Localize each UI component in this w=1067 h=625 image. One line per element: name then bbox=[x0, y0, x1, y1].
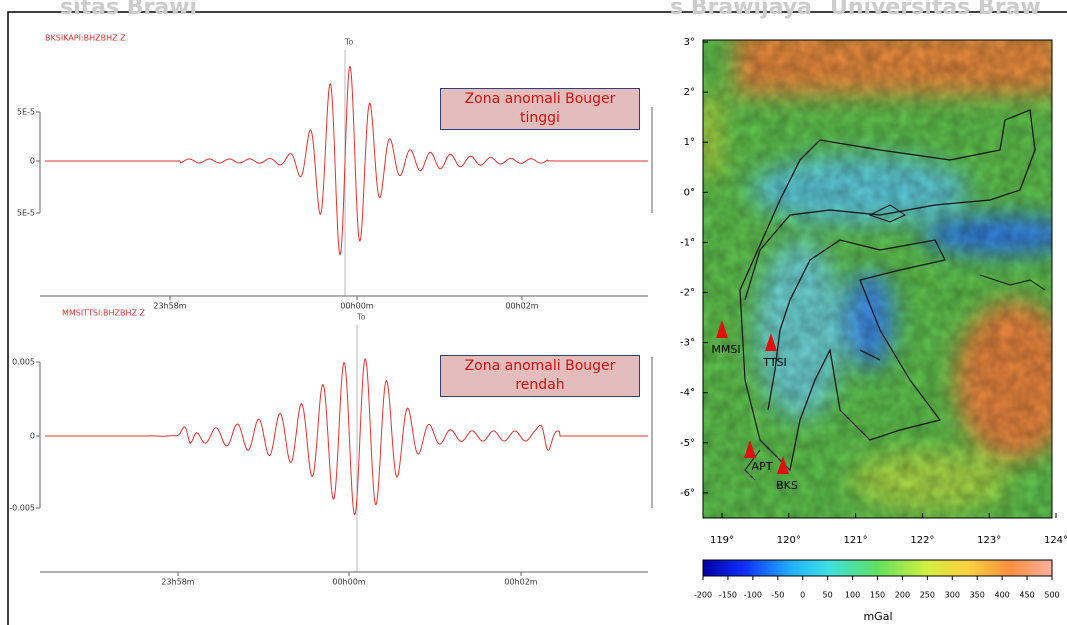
watermark: sitas Brawi bbox=[60, 0, 197, 20]
map-y-label: 0° bbox=[684, 187, 695, 198]
station-label: BKSIKAPI:BHZBHZ Z bbox=[45, 34, 126, 43]
colorbar-label: -50 bbox=[771, 591, 784, 600]
station-label: MMSITTSI:BHZBHZ Z bbox=[62, 309, 146, 318]
figure: sitas Brawi s Brawijaya Universitas Braw BK… bbox=[0, 0, 1067, 625]
station-name: MMSI bbox=[711, 343, 740, 356]
annotation-box: Zona anomali Bouger rendah bbox=[440, 355, 640, 397]
map-x-label: 124° bbox=[1044, 535, 1067, 546]
map-y-label: -1° bbox=[680, 237, 695, 248]
station-name: BKS bbox=[776, 479, 798, 492]
colorbar-label: 350 bbox=[970, 591, 985, 600]
gravity-map bbox=[700, 25, 1067, 518]
colorbar-label: 0 bbox=[800, 591, 805, 600]
map-y-label: 1° bbox=[684, 137, 695, 148]
x-tick-label: 00h00m bbox=[332, 578, 365, 587]
y-tick-label: -0.005 bbox=[9, 504, 35, 513]
colorbar-label: 500 bbox=[1044, 591, 1059, 600]
onset-label: To bbox=[344, 38, 354, 47]
colorbar-label: 200 bbox=[895, 591, 910, 600]
map-y-label: -4° bbox=[680, 388, 695, 399]
colorbar bbox=[703, 560, 1052, 576]
x-tick-label: 23h58m bbox=[153, 302, 186, 311]
x-tick-label: 00h00m bbox=[340, 302, 373, 311]
map-y-label: -3° bbox=[680, 338, 695, 349]
map-y-label: 2° bbox=[684, 87, 695, 98]
annotation-box: Zona anomali Bouger tinggi bbox=[440, 88, 640, 130]
colorbar-label: -100 bbox=[744, 591, 762, 600]
x-tick-label: 23h58m bbox=[161, 578, 194, 587]
map-x-label: 123° bbox=[977, 535, 1001, 546]
x-tick-label: 00h02m bbox=[504, 578, 537, 587]
map-x-label: 121° bbox=[844, 535, 868, 546]
map-y-label: -5° bbox=[680, 438, 695, 449]
colorbar-label: 450 bbox=[1019, 591, 1034, 600]
map-y-label: 3° bbox=[684, 37, 695, 48]
colorbar-label: 300 bbox=[945, 591, 960, 600]
y-tick-label: 5E-5 bbox=[17, 209, 35, 218]
onset-label: To bbox=[356, 313, 366, 322]
watermark: s Brawijaya bbox=[670, 0, 812, 20]
colorbar-label: 50 bbox=[823, 591, 833, 600]
colorbar-label: 250 bbox=[920, 591, 935, 600]
colorbar-label: -200 bbox=[694, 591, 712, 600]
map-y-label: -6° bbox=[680, 488, 695, 499]
y-tick-label: 0 bbox=[30, 432, 35, 441]
y-tick-label: 0.005 bbox=[12, 358, 35, 367]
y-tick-label: 0 bbox=[30, 157, 35, 166]
colorbar-label: 150 bbox=[870, 591, 885, 600]
colorbar-label: -150 bbox=[719, 591, 737, 600]
station-name: TTSI bbox=[762, 356, 786, 369]
x-tick-label: 00h02m bbox=[505, 302, 538, 311]
y-tick-label: 5E-5 bbox=[17, 108, 35, 117]
map-x-label: 120° bbox=[777, 535, 801, 546]
colorbar-label: 400 bbox=[995, 591, 1010, 600]
colorbar-label: 100 bbox=[845, 591, 860, 600]
map-y-label: -2° bbox=[680, 288, 695, 299]
station-name: APT bbox=[752, 460, 773, 473]
map-x-label: 119° bbox=[710, 535, 734, 546]
colorbar-unit: mGal bbox=[863, 610, 892, 623]
map-x-label: 122° bbox=[910, 535, 934, 546]
watermark: Universitas Braw bbox=[830, 0, 1041, 20]
